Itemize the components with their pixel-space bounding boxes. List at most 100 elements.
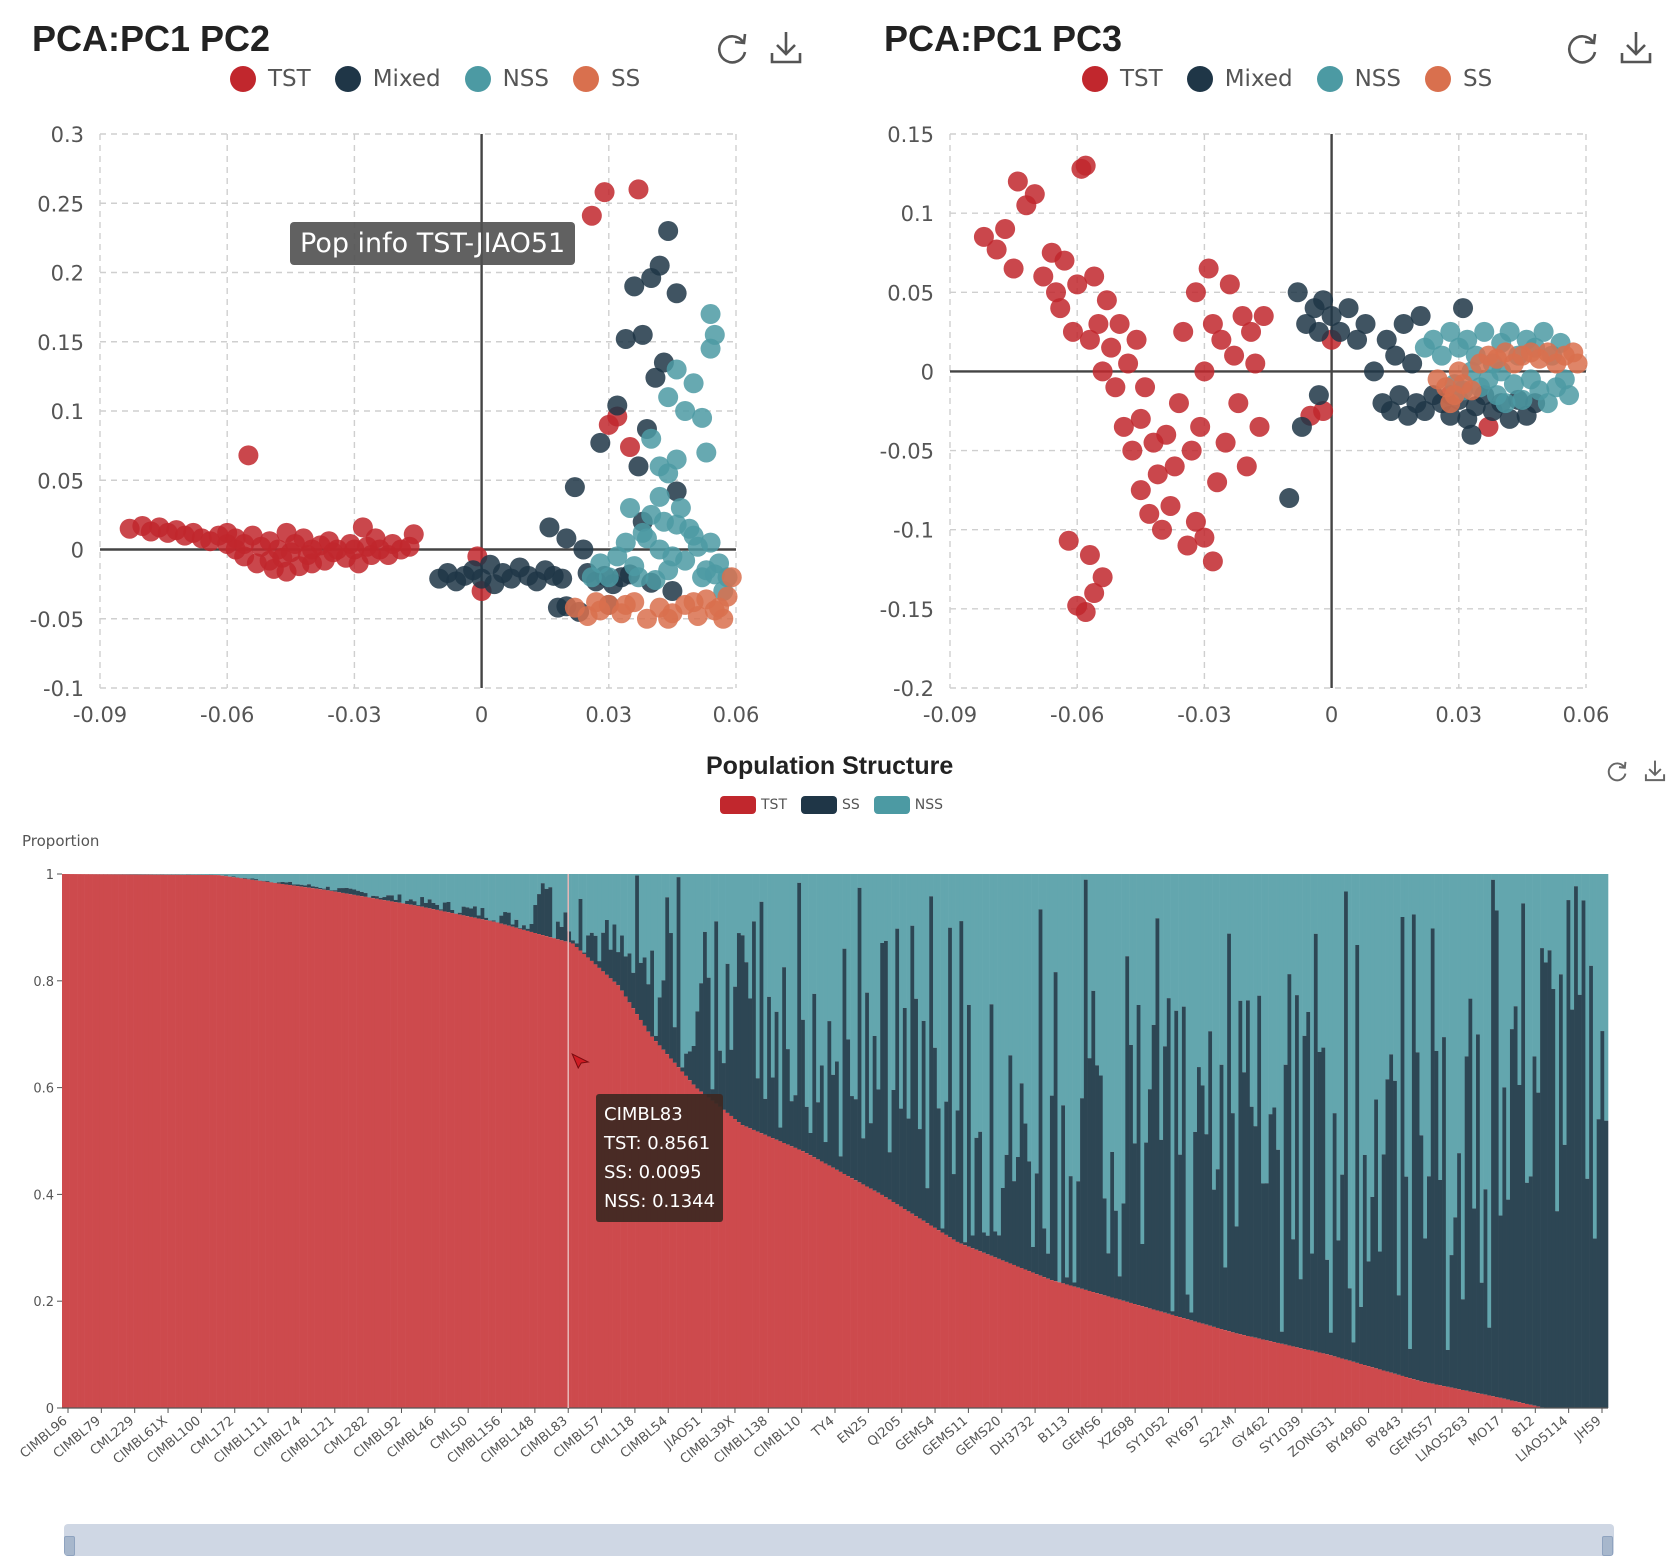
bar-segment-nss[interactable] xyxy=(736,874,742,934)
bar-segment-ss[interactable] xyxy=(476,915,481,919)
bar-segment-nss[interactable] xyxy=(254,874,259,880)
bar-segment-ss[interactable] xyxy=(703,931,708,1095)
bar-segment-ss[interactable] xyxy=(654,1035,659,1042)
bar-segment-tst[interactable] xyxy=(1249,1336,1254,1408)
bar-segment-nss[interactable] xyxy=(220,874,225,876)
bar-segment-ss[interactable] xyxy=(1445,1349,1450,1387)
data-point-ss[interactable] xyxy=(1567,353,1588,374)
bar-segment-ss[interactable] xyxy=(1592,1238,1597,1408)
bar-segment-nss[interactable] xyxy=(1121,874,1126,1204)
data-point-tst[interactable] xyxy=(238,445,259,466)
bar-segment-nss[interactable] xyxy=(163,874,168,875)
data-point-mixed[interactable] xyxy=(1355,313,1376,334)
bar-segment-tst[interactable] xyxy=(1110,1297,1115,1408)
bar-segment-tst[interactable] xyxy=(1434,1384,1439,1408)
bar-segment-ss[interactable] xyxy=(352,889,357,895)
bar-segment-tst[interactable] xyxy=(816,1159,821,1408)
bar-segment-ss[interactable] xyxy=(838,1156,843,1172)
bar-segment-tst[interactable] xyxy=(69,874,74,1408)
bar-segment-nss[interactable] xyxy=(1253,874,1258,1127)
bar-segment-nss[interactable] xyxy=(1427,874,1432,1177)
bar-segment-ss[interactable] xyxy=(1336,1240,1341,1358)
bar-segment-ss[interactable] xyxy=(423,902,429,908)
bar-segment-nss[interactable] xyxy=(1476,874,1481,1035)
bar-segment-tst[interactable] xyxy=(1276,1342,1281,1408)
bar-segment-nss[interactable] xyxy=(563,874,568,913)
data-point-tst[interactable] xyxy=(1228,393,1249,414)
bar-segment-tst[interactable] xyxy=(1427,1382,1432,1408)
bar-segment-ss[interactable] xyxy=(789,1101,794,1147)
bar-segment-tst[interactable] xyxy=(386,900,391,1408)
bar-segment-ss[interactable] xyxy=(1181,1006,1186,1319)
bar-segment-nss[interactable] xyxy=(654,874,659,1036)
bar-segment-nss[interactable] xyxy=(1393,874,1398,1081)
bar-segment-nss[interactable] xyxy=(623,874,628,957)
bar-segment-ss[interactable] xyxy=(944,1101,949,1235)
bar-segment-nss[interactable] xyxy=(929,874,934,897)
bar-segment-ss[interactable] xyxy=(1487,1327,1492,1396)
bar-segment-tst[interactable] xyxy=(593,964,598,1408)
bar-segment-nss[interactable] xyxy=(951,874,956,1175)
data-point-mixed[interactable] xyxy=(1313,290,1334,311)
bar-segment-ss[interactable] xyxy=(288,881,293,886)
bar-segment-nss[interactable] xyxy=(514,874,519,920)
bar-segment-ss[interactable] xyxy=(1106,1253,1111,1297)
bar-segment-ss[interactable] xyxy=(1200,1085,1205,1324)
bar-segment-nss[interactable] xyxy=(216,874,221,876)
data-point-nss[interactable] xyxy=(620,497,640,518)
bar-segment-tst[interactable] xyxy=(276,883,282,1408)
bar-segment-tst[interactable] xyxy=(846,1176,851,1408)
bar-segment-ss[interactable] xyxy=(1310,1253,1315,1351)
bar-segment-nss[interactable] xyxy=(1347,874,1352,1289)
bar-segment-ss[interactable] xyxy=(1543,962,1548,1408)
bar-segment-tst[interactable] xyxy=(574,947,579,1408)
bar-segment-ss[interactable] xyxy=(503,912,508,925)
bar-segment-tst[interactable] xyxy=(193,874,199,1408)
bar-segment-ss[interactable] xyxy=(1494,910,1499,1398)
bar-segment-tst[interactable] xyxy=(1291,1346,1296,1408)
bar-segment-ss[interactable] xyxy=(1034,1173,1039,1275)
bar-segment-tst[interactable] xyxy=(205,874,210,1408)
bar-segment-nss[interactable] xyxy=(1592,874,1597,1239)
bar-segment-tst[interactable] xyxy=(367,897,372,1408)
bar-segment-tst[interactable] xyxy=(1344,1359,1349,1408)
bar-segment-tst[interactable] xyxy=(1080,1288,1085,1408)
bar-segment-nss[interactable] xyxy=(1570,874,1575,1010)
data-point-nss[interactable] xyxy=(653,511,674,532)
bar-segment-ss[interactable] xyxy=(1411,914,1416,1380)
bar-segment-tst[interactable] xyxy=(691,1084,696,1408)
bar-segment-tst[interactable] xyxy=(778,1141,783,1408)
data-point-nss[interactable] xyxy=(1457,329,1478,350)
bar-segment-ss[interactable] xyxy=(1359,1306,1364,1364)
data-point-nss[interactable] xyxy=(1440,321,1461,342)
bar-segment-nss[interactable] xyxy=(1268,874,1273,1115)
bar-segment-ss[interactable] xyxy=(322,888,327,890)
bar-segment-ss[interactable] xyxy=(1381,1154,1386,1371)
bar-segment-ss[interactable] xyxy=(1430,928,1435,1384)
bar-segment-ss[interactable] xyxy=(744,962,749,1127)
data-point-tst[interactable] xyxy=(1253,306,1274,327)
bar-segment-nss[interactable] xyxy=(1325,874,1330,1260)
bar-segment-ss[interactable] xyxy=(672,1027,677,1063)
bar-segment-tst[interactable] xyxy=(1091,1292,1096,1408)
data-point-tst[interactable] xyxy=(1156,424,1177,445)
bar-segment-tst[interactable] xyxy=(838,1171,843,1408)
bar-segment-tst[interactable] xyxy=(966,1246,972,1408)
bar-segment-tst[interactable] xyxy=(1257,1338,1262,1408)
bar-segment-ss[interactable] xyxy=(1163,1046,1168,1313)
bar-segment-nss[interactable] xyxy=(1027,874,1032,1162)
bar-segment-tst[interactable] xyxy=(152,874,157,1408)
bar-segment-ss[interactable] xyxy=(970,1235,975,1249)
bar-segment-nss[interactable] xyxy=(1434,874,1439,1051)
bar-segment-nss[interactable] xyxy=(1577,874,1582,995)
bar-segment-nss[interactable] xyxy=(273,874,278,883)
bar-segment-ss[interactable] xyxy=(544,888,549,937)
bar-segment-nss[interactable] xyxy=(1543,874,1548,963)
bar-segment-tst[interactable] xyxy=(850,1178,855,1408)
bar-segment-ss[interactable] xyxy=(1234,1226,1239,1334)
bar-segment-nss[interactable] xyxy=(533,874,538,906)
data-point-mixed[interactable] xyxy=(573,539,594,560)
bar-segment-ss[interactable] xyxy=(718,1050,723,1107)
bar-segment-nss[interactable] xyxy=(691,874,696,1047)
bar-segment-ss[interactable] xyxy=(1000,1187,1005,1261)
